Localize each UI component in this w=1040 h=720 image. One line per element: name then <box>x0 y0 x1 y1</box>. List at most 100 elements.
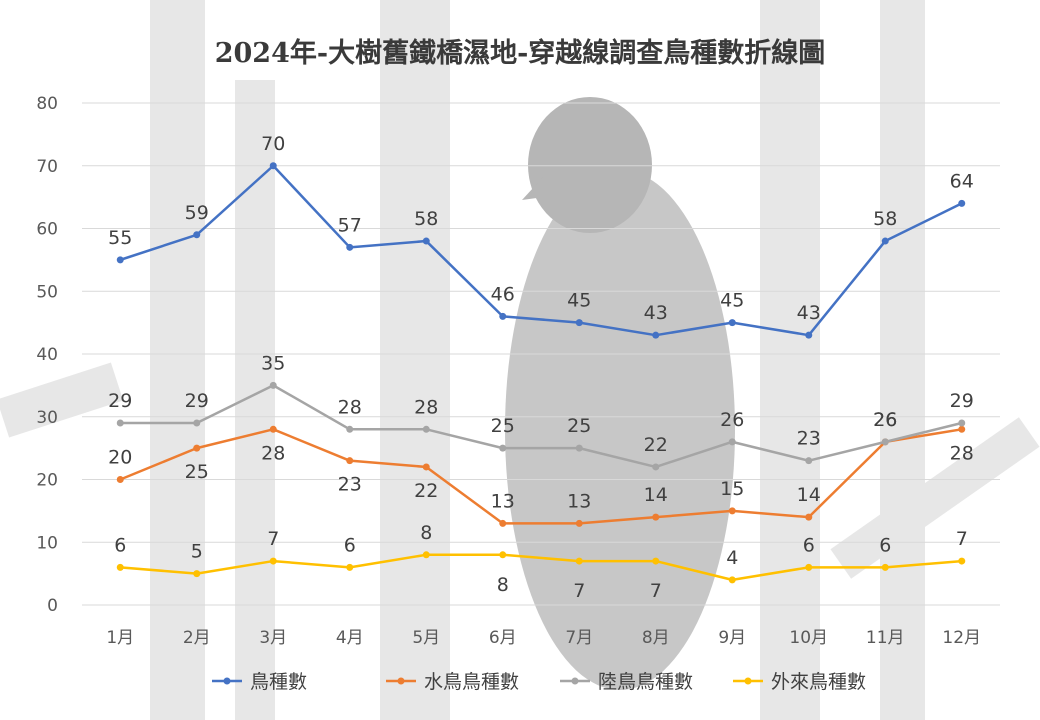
data-point <box>422 463 430 471</box>
data-label: 22 <box>414 480 438 502</box>
data-label: 45 <box>720 290 744 312</box>
series-line <box>119 164 963 337</box>
data-point <box>881 438 889 446</box>
data-label: 46 <box>491 283 515 305</box>
data-label: 28 <box>338 396 362 418</box>
data-label: 7 <box>573 580 585 602</box>
data-label: 13 <box>491 490 515 512</box>
data-point <box>652 513 660 521</box>
data-point <box>958 199 966 207</box>
data-label: 58 <box>873 208 897 230</box>
data-label: 23 <box>797 428 821 450</box>
data-point <box>269 425 277 433</box>
data-label: 22 <box>644 434 668 456</box>
data-point <box>422 237 430 245</box>
data-point <box>193 570 201 578</box>
data-point <box>652 331 660 339</box>
data-label: 58 <box>414 208 438 230</box>
data-point <box>269 381 277 389</box>
data-label: 7 <box>650 580 662 602</box>
data-label: 26 <box>873 409 897 431</box>
data-point <box>499 519 507 527</box>
x-tick-label: 3月 <box>259 628 287 648</box>
data-label: 5 <box>191 541 203 563</box>
data-label: 8 <box>420 522 432 544</box>
data-point <box>575 319 583 327</box>
data-label: 28 <box>414 396 438 418</box>
data-point <box>881 563 889 571</box>
legend-marker <box>744 677 752 685</box>
data-point <box>575 444 583 452</box>
data-point <box>499 312 507 320</box>
data-label: 6 <box>114 534 126 556</box>
data-point <box>499 444 507 452</box>
data-point <box>269 162 277 170</box>
y-tick-label: 10 <box>36 533 58 553</box>
legend: 鳥種數 水鳥鳥種數 陸鳥鳥種數 外來鳥種數 <box>212 671 866 693</box>
data-point <box>728 319 736 327</box>
series-line <box>119 428 962 525</box>
data-label: 28 <box>261 442 285 464</box>
data-point <box>652 557 660 565</box>
y-tick-label: 60 <box>36 220 58 240</box>
data-point <box>346 563 354 571</box>
data-label: 13 <box>567 490 591 512</box>
y-tick-label: 80 <box>36 94 58 114</box>
x-axis-ticks: 1月 2月 3月 4月 5月 6月 7月 8月 9月 10月 11月 12月 <box>106 628 981 648</box>
data-point <box>422 551 430 559</box>
y-tick-label: 30 <box>36 408 58 428</box>
x-tick-label: 9月 <box>718 628 746 648</box>
data-label: 43 <box>644 302 668 324</box>
data-point <box>805 513 813 521</box>
data-point <box>728 507 736 515</box>
data-label: 8 <box>497 574 509 596</box>
legend-label: 鳥種數 <box>250 671 307 693</box>
x-tick-label: 1月 <box>106 628 134 648</box>
data-point <box>193 444 201 452</box>
legend-label: 外來鳥種數 <box>771 671 866 693</box>
grid <box>82 102 1000 606</box>
data-label: 70 <box>261 133 285 155</box>
x-tick-label: 11月 <box>866 628 905 648</box>
data-point <box>805 563 813 571</box>
data-point <box>193 419 201 427</box>
data-label: 7 <box>956 528 968 550</box>
data-point <box>269 557 277 565</box>
data-label: 64 <box>950 170 974 192</box>
data-point <box>346 425 354 433</box>
data-label: 57 <box>338 214 362 236</box>
data-point <box>958 419 966 427</box>
x-tick-label: 10月 <box>789 628 828 648</box>
data-label: 26 <box>873 409 897 431</box>
data-label: 6 <box>344 534 356 556</box>
x-tick-label: 12月 <box>942 628 981 648</box>
legend-marker <box>223 677 231 685</box>
data-point <box>958 425 966 433</box>
y-axis-ticks: 0 10 20 30 40 50 60 70 80 <box>36 94 58 616</box>
data-label: 43 <box>797 302 821 324</box>
data-point <box>575 557 583 565</box>
y-tick-label: 20 <box>36 471 58 491</box>
data-label: 7 <box>267 528 279 550</box>
data-label: 29 <box>185 390 209 412</box>
x-tick-label: 4月 <box>336 628 364 648</box>
data-label: 29 <box>108 390 132 412</box>
data-label: 15 <box>720 478 744 500</box>
legend-label: 水鳥鳥種數 <box>424 671 519 693</box>
data-point <box>575 519 583 527</box>
x-tick-label: 7月 <box>565 628 593 648</box>
x-tick-label: 5月 <box>412 628 440 648</box>
data-point <box>805 331 813 339</box>
data-label: 4 <box>726 547 738 569</box>
data-point <box>346 243 354 251</box>
chart-title: 2024年-大樹舊鐵橋濕地-穿越線調查鳥種數折線圖 <box>215 37 826 69</box>
series-lines <box>116 162 966 584</box>
y-tick-label: 40 <box>36 345 58 365</box>
series-line <box>120 384 963 469</box>
data-label: 59 <box>185 202 209 224</box>
legend-label: 陸鳥鳥種數 <box>598 671 693 693</box>
data-label: 45 <box>567 290 591 312</box>
data-label: 25 <box>567 415 591 437</box>
